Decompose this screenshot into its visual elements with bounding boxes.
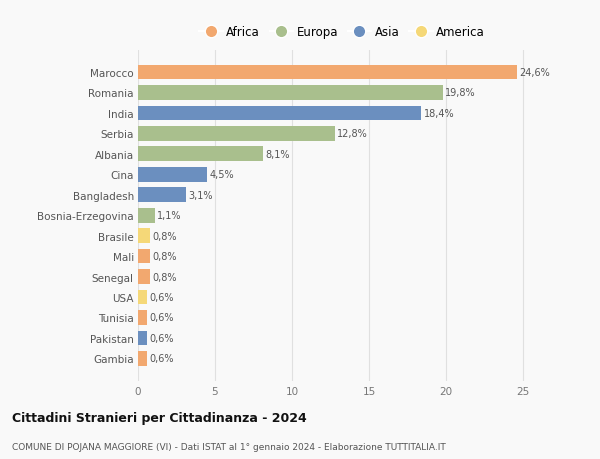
Bar [138,331,147,346]
Bar [138,66,517,80]
Bar [138,249,151,264]
Text: 4,5%: 4,5% [209,170,234,180]
Bar [138,86,443,101]
Text: 18,4%: 18,4% [424,109,454,119]
Text: 0,6%: 0,6% [149,333,174,343]
Text: 0,8%: 0,8% [152,252,177,262]
Bar [138,147,263,162]
Text: 0,6%: 0,6% [149,292,174,302]
Text: 0,8%: 0,8% [152,231,177,241]
Text: 1,1%: 1,1% [157,211,182,221]
Text: Cittadini Stranieri per Cittadinanza - 2024: Cittadini Stranieri per Cittadinanza - 2… [12,412,307,425]
Text: 12,8%: 12,8% [337,129,368,139]
Bar [138,290,147,305]
Bar [138,188,186,203]
Bar [138,208,155,223]
Legend: Africa, Europa, Asia, America: Africa, Europa, Asia, America [197,23,487,41]
Text: 3,1%: 3,1% [188,190,212,200]
Bar [138,106,421,121]
Bar [138,351,147,366]
Bar [138,127,335,141]
Text: 0,6%: 0,6% [149,353,174,364]
Bar [138,310,147,325]
Text: 19,8%: 19,8% [445,88,476,98]
Text: 0,6%: 0,6% [149,313,174,323]
Text: 24,6%: 24,6% [519,68,550,78]
Bar [138,269,151,284]
Text: 0,8%: 0,8% [152,272,177,282]
Bar [138,229,151,243]
Text: COMUNE DI POJANA MAGGIORE (VI) - Dati ISTAT al 1° gennaio 2024 - Elaborazione TU: COMUNE DI POJANA MAGGIORE (VI) - Dati IS… [12,442,446,451]
Text: 8,1%: 8,1% [265,150,290,159]
Bar [138,168,207,182]
